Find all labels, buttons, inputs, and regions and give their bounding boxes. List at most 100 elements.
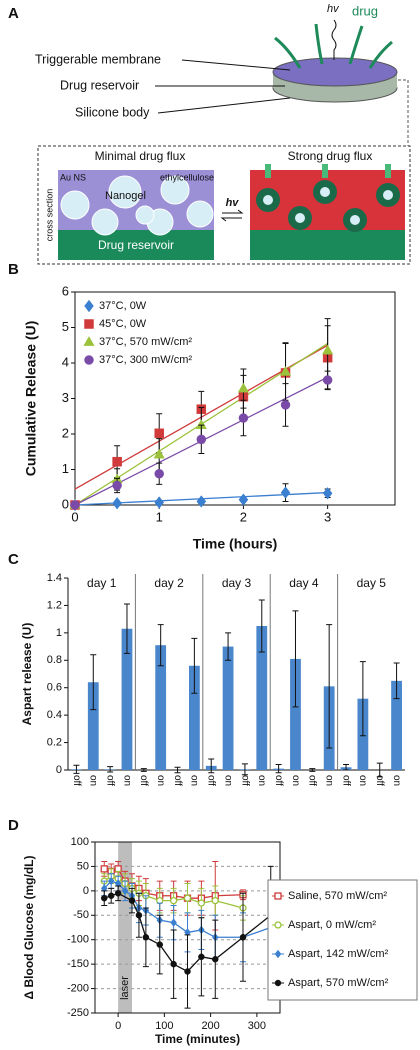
reservoir-bottom-label: Drug reservoir	[98, 238, 174, 252]
y-tick-label: 1	[62, 461, 69, 476]
error-bar	[123, 603, 130, 654]
error-bar	[343, 764, 350, 771]
legend-label: Aspart, 142 mW/cm²	[288, 948, 389, 960]
error-bar	[376, 762, 383, 778]
marker	[128, 897, 136, 904]
marker	[280, 400, 291, 410]
day-label: day 1	[87, 576, 117, 590]
marker	[196, 434, 207, 445]
hv-label: hv	[327, 3, 340, 15]
error-bar	[208, 758, 215, 774]
marker	[107, 876, 115, 886]
error-bar	[140, 768, 147, 772]
error-bar	[191, 637, 198, 694]
x-tick-label: off	[239, 775, 250, 786]
x-tick-label: off	[273, 775, 284, 786]
marker	[322, 344, 334, 355]
legend-label: 37°C, 0W	[99, 300, 147, 312]
y-tick-label: 0.6	[47, 682, 62, 694]
y-tick-label: -150	[67, 958, 89, 970]
marker	[274, 892, 282, 900]
legend-label: Saline, 570 mW/cm²	[288, 890, 387, 902]
marker	[274, 949, 282, 959]
panel-a: A hv drug Triggerable membrane Drug rese…	[8, 3, 411, 265]
marker	[154, 469, 164, 479]
marker	[84, 355, 94, 365]
marker	[239, 934, 247, 941]
marker	[84, 299, 94, 313]
light-wave	[331, 19, 337, 60]
marker	[198, 953, 205, 961]
callout	[398, 79, 409, 146]
membrane-label: Triggerable membrane	[35, 52, 161, 66]
bar	[290, 658, 301, 770]
marker	[322, 375, 333, 385]
marker	[170, 918, 177, 927]
x-tick-label: off	[138, 775, 149, 786]
x-tick-label: on	[256, 775, 267, 786]
au-ns-label: Au NS	[60, 172, 86, 182]
x-axis-label: Time (hours)	[193, 536, 278, 552]
marker	[279, 365, 292, 376]
marker	[84, 319, 94, 329]
marker	[322, 487, 333, 500]
y-tick-label: 0	[62, 496, 69, 511]
marker	[100, 865, 108, 873]
marker	[169, 896, 178, 905]
x-tick-label: off	[104, 775, 115, 786]
marker	[112, 496, 122, 510]
legend-label: Aspart, 0 mW/cm²	[288, 919, 376, 931]
marker	[183, 894, 192, 902]
marker	[156, 941, 163, 948]
error-bar	[73, 764, 80, 774]
marker	[237, 382, 250, 393]
bar	[155, 645, 167, 770]
nanogel-label: Nanogel	[105, 190, 146, 202]
x-tick-label: on	[88, 775, 99, 786]
error-bar	[309, 768, 316, 772]
x-tick-label: off	[71, 775, 82, 786]
error-bar	[241, 763, 248, 776]
marker	[107, 892, 115, 899]
y-tick-label: 0.4	[47, 709, 62, 721]
marker	[197, 899, 206, 907]
cross-section-box	[37, 145, 411, 265]
y-tick-label: 100	[71, 836, 89, 848]
y-tick-label: 1.2	[47, 599, 62, 611]
y-tick-label: 0.2	[47, 736, 62, 748]
day-label: day 2	[154, 576, 184, 590]
x-tick-label: 300	[248, 1020, 266, 1032]
x-tick-label: 3	[324, 509, 331, 524]
nanogels-left	[60, 175, 214, 236]
marker	[212, 956, 219, 963]
error-bar	[393, 662, 400, 700]
y-tick-label: 6	[62, 283, 69, 298]
x-tick-label: off	[172, 775, 183, 786]
marker	[112, 456, 122, 467]
marker	[170, 960, 177, 968]
x-tick-label: 200	[201, 1020, 219, 1032]
drug-label: drug	[352, 3, 378, 18]
legend-label: 37°C, 300 mW/cm²	[99, 354, 192, 366]
marker	[154, 428, 164, 439]
bar	[391, 680, 402, 770]
y-tick-label: 1	[56, 627, 62, 639]
y-tick-label: 0	[83, 885, 89, 897]
legend-box	[267, 879, 418, 1001]
legend-label: Aspart, 570 mW/cm²	[288, 977, 389, 989]
marker	[280, 486, 291, 499]
x-tick-label: 0	[71, 509, 78, 524]
marker	[154, 496, 165, 509]
y-tick-label: 0.8	[47, 654, 62, 666]
x-tick-label: on	[290, 775, 301, 786]
error-bar	[157, 624, 164, 667]
marker	[70, 500, 80, 510]
marker	[184, 968, 191, 975]
marker	[121, 886, 129, 896]
x-tick-label: on	[324, 775, 335, 786]
panel-label: A	[8, 5, 19, 22]
reservoir-right	[250, 230, 405, 260]
shaded-label: laser	[119, 976, 131, 1000]
x-tick-label: 1	[156, 509, 163, 524]
y-axis-label: Δ Blood Glucose (mg/dL)	[22, 856, 36, 1000]
